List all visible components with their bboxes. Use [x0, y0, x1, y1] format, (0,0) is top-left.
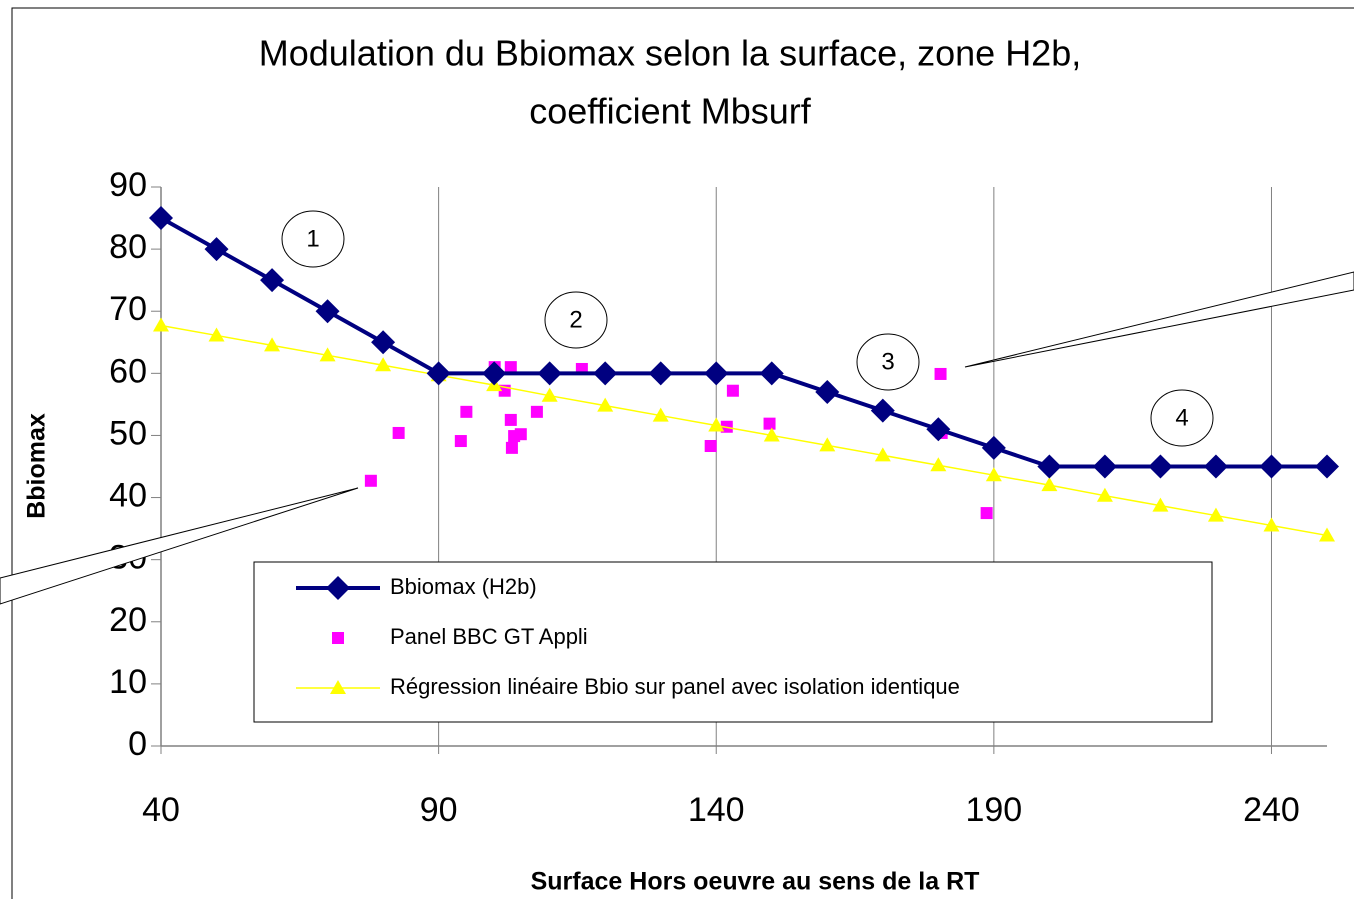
y-tick-label: 70: [109, 290, 147, 328]
diamond-marker: [204, 237, 229, 262]
square-marker: [504, 413, 517, 426]
legend: [253, 561, 1213, 723]
x-tick-label: 240: [1243, 791, 1300, 829]
diamond-marker: [926, 417, 951, 442]
x-tick-label: 40: [142, 791, 180, 829]
diamond-marker: [371, 330, 396, 355]
triangle-marker: [652, 407, 669, 422]
diamond-marker: [704, 361, 729, 386]
square-marker: [505, 441, 518, 454]
y-tick-label: 40: [109, 477, 147, 515]
square-marker: [514, 428, 527, 441]
annotation: 1: [306, 225, 319, 252]
triangle-marker: [541, 387, 558, 402]
triangle-marker: [930, 457, 947, 472]
triangle-marker: [985, 467, 1002, 482]
x-axis-label: Surface Hors oeuvre au sens de la RT: [531, 868, 980, 896]
triangle-marker: [1207, 507, 1224, 522]
triangle-marker: [763, 427, 780, 442]
triangle-marker: [375, 357, 392, 372]
diamond-marker: [593, 361, 618, 386]
y-tick-label: 10: [109, 663, 147, 701]
chart-frame: [11, 7, 1354, 899]
legend-label: Régression linéaire Bbio sur panel avec …: [390, 674, 960, 699]
square-marker: [980, 507, 993, 520]
series-line: [160, 216, 1327, 469]
diamond-marker: [315, 299, 340, 324]
annotation: 4: [1175, 404, 1188, 431]
square-marker: [454, 435, 467, 448]
diamond-marker: [537, 361, 562, 386]
diamond-marker: [482, 361, 507, 386]
diamond-marker: [1259, 454, 1284, 479]
diamond-marker: [149, 206, 173, 231]
x-tick-label: 140: [688, 791, 745, 829]
diamond-marker: [759, 361, 784, 386]
triangle-marker: [264, 337, 281, 352]
callout: [0, 487, 359, 605]
annotation: 3: [881, 348, 894, 375]
diamond-marker: [815, 379, 840, 404]
diamond-marker: [1315, 454, 1339, 479]
triangle-marker: [819, 437, 836, 452]
square-marker: [530, 405, 543, 418]
y-axis-label: Bbiomax: [23, 413, 51, 519]
annotation-circle: [856, 333, 920, 391]
chart-title: coefficient Mbsurf: [529, 91, 811, 132]
square-marker: [704, 440, 717, 453]
y-tick-label: 60: [109, 352, 147, 390]
triangle-marker: [1041, 477, 1058, 492]
triangle-marker: [1096, 487, 1113, 502]
square-marker: [332, 632, 344, 644]
triangle-marker: [874, 447, 891, 462]
triangle-marker: [153, 317, 169, 332]
diamond-marker: [981, 435, 1006, 460]
x-tick-label: 90: [420, 791, 458, 829]
triangle-marker: [597, 397, 614, 412]
square-marker: [364, 474, 377, 487]
diamond-marker: [648, 361, 673, 386]
annotation-circle: [1150, 389, 1214, 447]
triangle-marker: [1263, 517, 1280, 532]
chart-title: Modulation du Bbiomax selon la surface, …: [259, 33, 1081, 74]
square-marker: [460, 405, 473, 418]
square-marker: [504, 361, 517, 374]
triangle-marker: [208, 327, 225, 342]
legend-label: Bbiomax (H2b): [390, 574, 537, 599]
annotation-circle: [281, 210, 345, 268]
diamond-marker: [1092, 454, 1117, 479]
square-marker: [934, 367, 947, 380]
square-marker: [726, 384, 739, 397]
triangle-marker: [1152, 497, 1169, 512]
y-tick-label: 50: [109, 414, 147, 452]
diamond-marker: [1037, 454, 1062, 479]
x-tick-label: 190: [965, 791, 1022, 829]
y-tick-label: 80: [109, 228, 147, 266]
y-tick-label: 20: [109, 601, 147, 639]
diamond-marker: [426, 361, 451, 386]
diamond-marker: [1203, 454, 1228, 479]
series-line: [160, 324, 1328, 537]
y-tick-label: 0: [128, 725, 147, 763]
annotation: 2: [569, 306, 582, 333]
triangle-marker: [330, 680, 346, 694]
diamond-marker: [260, 268, 285, 293]
diamond-marker: [870, 398, 895, 423]
square-marker: [392, 426, 405, 439]
annotation-circle: [544, 291, 608, 349]
diamond-marker: [1148, 454, 1173, 479]
callout: [964, 271, 1354, 368]
triangle-marker: [1319, 527, 1335, 542]
triangle-marker: [319, 347, 336, 362]
triangle-marker: [708, 417, 725, 432]
legend-label: Panel BBC GT Appli: [390, 624, 588, 649]
square-marker: [763, 417, 776, 430]
y-tick-label: 90: [109, 166, 147, 204]
diamond-marker: [326, 576, 350, 600]
